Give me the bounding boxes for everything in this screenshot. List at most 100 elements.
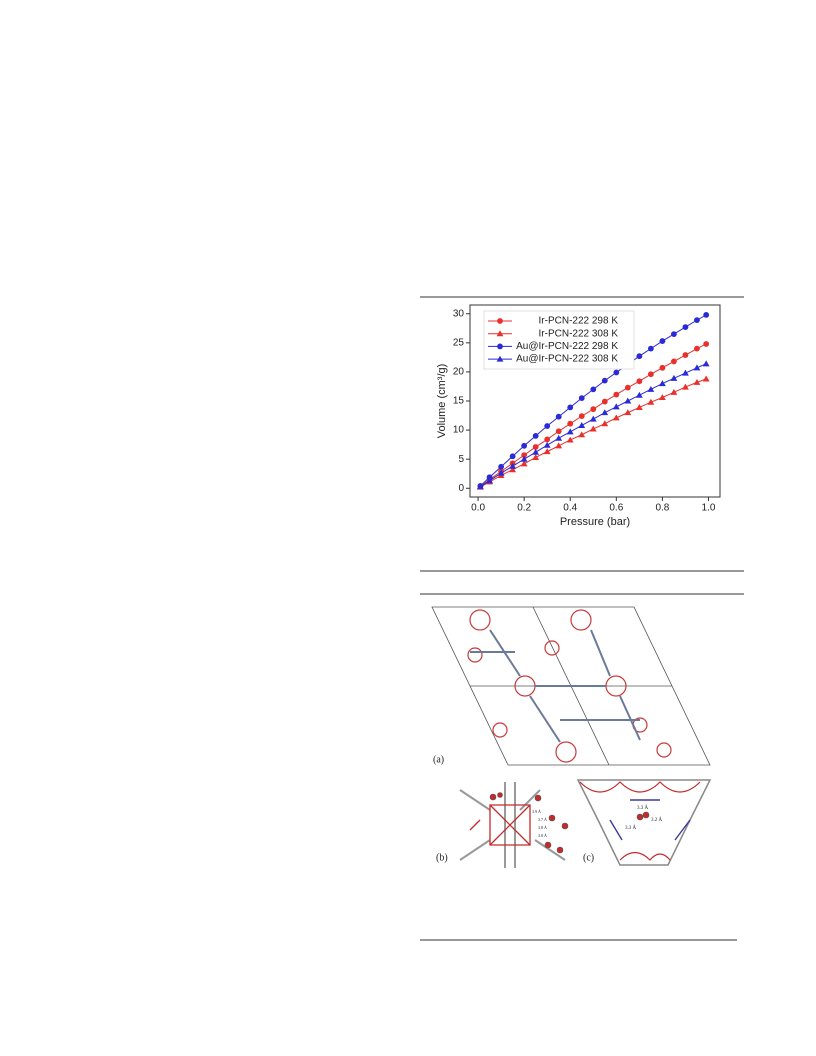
- pore-figure-b: [459, 782, 569, 868]
- data-point: [521, 452, 528, 459]
- legend-label: Au@Ir-PCN-222 298 K: [516, 341, 618, 352]
- data-point: [613, 391, 620, 398]
- data-point: [693, 378, 701, 385]
- x-tick-label: 0.4: [563, 503, 577, 514]
- data-point: [566, 436, 574, 443]
- data-point: [590, 406, 597, 413]
- panel-label: (c): [583, 852, 594, 863]
- legend-label: Au@Ir-PCN-222 308 K: [516, 354, 618, 365]
- legend-label: Ir-PCN-222 298 K: [539, 316, 619, 327]
- data-point: [624, 409, 632, 416]
- data-point: [682, 352, 689, 358]
- data-point: [624, 397, 632, 404]
- data-point: [647, 385, 655, 392]
- data-point: [578, 422, 586, 428]
- legend-label: Ir-PCN-222 308 K: [539, 328, 619, 339]
- data-point: [647, 345, 654, 352]
- y-tick-label: 15: [453, 396, 465, 407]
- x-tick-label: 0.8: [655, 503, 669, 514]
- data-point: [636, 353, 643, 360]
- y-tick-label: 5: [458, 454, 464, 465]
- data-point: [671, 331, 677, 337]
- y-tick-label: 10: [453, 425, 465, 436]
- data-point: [544, 423, 551, 429]
- data-point: [578, 395, 585, 401]
- data-point: [703, 341, 710, 347]
- data-point: [589, 425, 597, 432]
- y-tick-label: 25: [453, 337, 465, 348]
- data-point: [658, 394, 666, 401]
- data-point: [532, 444, 539, 450]
- data-point: [702, 375, 710, 382]
- data-point: [566, 428, 574, 435]
- data-point: [509, 462, 517, 469]
- x-tick-label: 0.0: [471, 503, 485, 514]
- data-point: [659, 364, 666, 371]
- y-tick-label: 30: [453, 308, 465, 319]
- legend-marker: [496, 355, 504, 362]
- data-point: [486, 477, 493, 484]
- data-point: [601, 377, 608, 384]
- y-axis-label: Volume (cm³/g): [436, 364, 448, 439]
- data-point: [703, 311, 710, 318]
- data-point: [636, 378, 643, 385]
- data-point: [612, 414, 620, 421]
- data-point: [613, 369, 620, 376]
- data-point: [635, 391, 643, 398]
- distance-label: 3.2 Å: [651, 817, 663, 823]
- data-point: [601, 409, 609, 416]
- distance-label: 3.9 Å: [532, 809, 541, 814]
- data-point: [497, 469, 505, 476]
- data-point: [520, 455, 528, 462]
- legend-marker: [496, 330, 504, 337]
- data-point: [532, 433, 539, 439]
- data-point: [590, 386, 597, 393]
- data-point: [601, 398, 608, 405]
- legend-marker: [497, 343, 503, 350]
- pore-figure-c: [576, 779, 712, 866]
- data-point: [702, 360, 710, 367]
- data-point: [498, 463, 505, 470]
- data-point: [555, 428, 562, 435]
- data-point: [682, 369, 689, 376]
- data-point: [509, 453, 516, 460]
- data-point: [693, 364, 701, 371]
- data-point: [555, 434, 563, 441]
- data-point: [659, 338, 666, 344]
- data-point: [578, 413, 585, 420]
- panel-label: (b): [436, 852, 448, 863]
- data-point: [658, 380, 666, 387]
- data-point: [555, 413, 562, 420]
- lattice-figure: [431, 606, 711, 766]
- data-point: [682, 324, 689, 331]
- panel-label: (a): [433, 754, 444, 765]
- data-point: [521, 442, 528, 449]
- distance-label: 3.7 Å: [538, 817, 547, 822]
- x-tick-label: 1.0: [702, 503, 716, 514]
- data-point: [544, 436, 551, 443]
- data-point: [486, 474, 493, 481]
- data-point: [670, 374, 678, 381]
- data-point: [694, 317, 700, 324]
- data-point: [578, 431, 586, 438]
- data-point: [567, 420, 574, 427]
- data-point: [682, 383, 689, 390]
- distance-label: 3.8 Å: [538, 833, 547, 838]
- data-point: [635, 404, 643, 410]
- x-tick-label: 0.2: [517, 503, 531, 514]
- data-point: [543, 448, 551, 455]
- legend-marker: [497, 318, 503, 324]
- data-point: [624, 384, 631, 391]
- data-point: [671, 358, 677, 365]
- x-tick-label: 0.6: [609, 503, 623, 514]
- data-point: [543, 441, 551, 448]
- data-point: [601, 420, 609, 427]
- data-point: [647, 371, 654, 378]
- y-tick-label: 20: [453, 367, 465, 378]
- data-point: [647, 398, 655, 405]
- chart: 0 5 10 15 20 25 30 0.0 0.2 0.4 0.6 0.8 1.0 Pressure (…: [436, 304, 721, 528]
- data-point: [509, 466, 517, 473]
- data-point: [532, 454, 540, 460]
- distance-label: 3.8 Å: [538, 825, 547, 830]
